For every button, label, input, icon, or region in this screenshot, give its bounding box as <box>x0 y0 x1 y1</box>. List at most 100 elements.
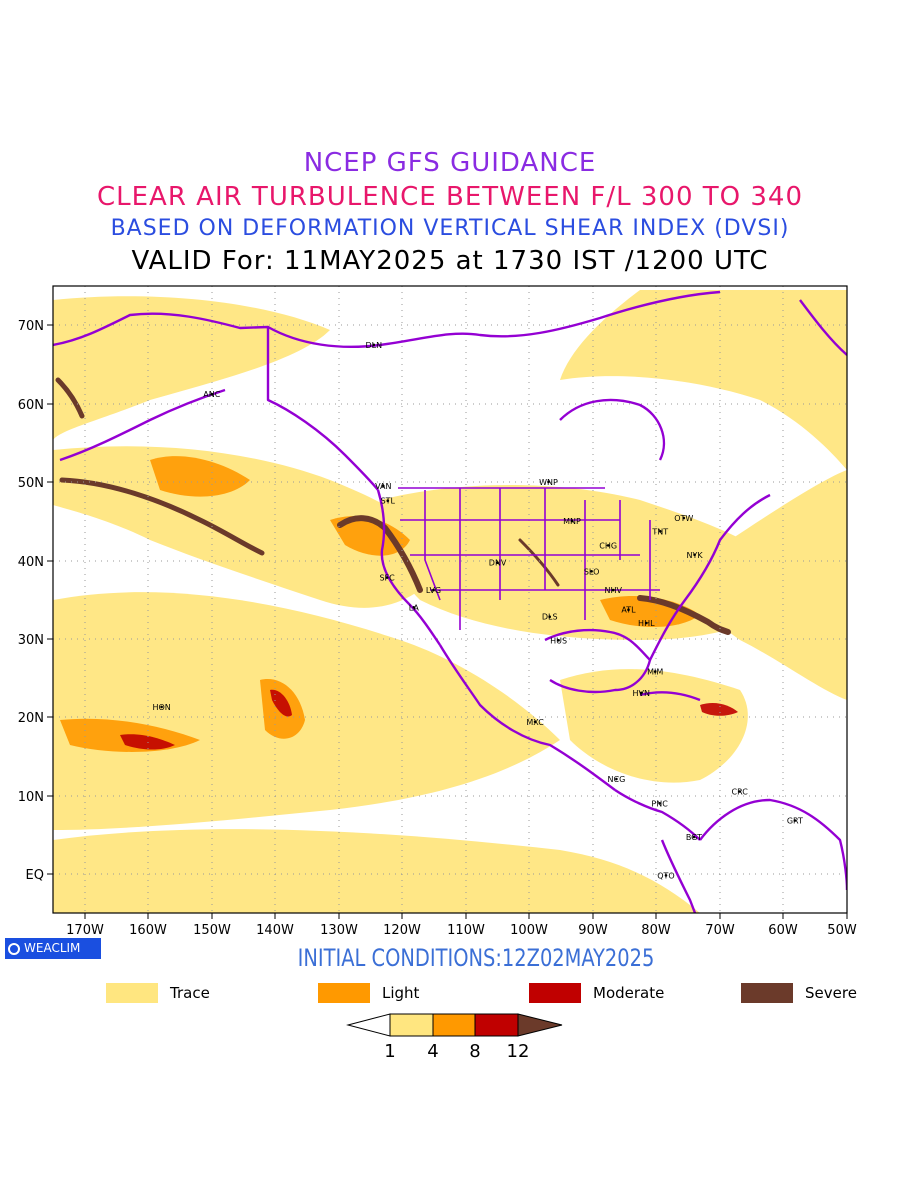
trace-region-conus <box>379 485 800 640</box>
severe-streak-plains <box>518 538 560 587</box>
lat-label: 30N <box>18 633 44 648</box>
coast-aleutians <box>59 388 226 462</box>
station-label-sfc: SFC <box>379 574 395 583</box>
station-marker <box>615 777 618 781</box>
trace-region-canada <box>560 290 847 470</box>
map-frame <box>52 285 848 914</box>
station-label-dln: DLN <box>365 341 382 350</box>
axis-ticks <box>47 324 848 919</box>
station-label-hhl: HHL <box>638 619 655 628</box>
lat-label: 70N <box>18 319 44 334</box>
station-marker <box>664 874 668 877</box>
station-marker <box>382 484 385 488</box>
lon-label: 120W <box>383 923 421 938</box>
station-marker <box>627 608 630 611</box>
station-marker <box>160 705 163 709</box>
station-label-mxc: MXC <box>526 718 544 727</box>
station-label-slo: SLO <box>584 567 600 576</box>
legend-label-moderate: Moderate <box>593 984 665 1002</box>
station-marker <box>548 615 551 618</box>
weaclim-badge: WEACLIM <box>5 938 101 959</box>
lat-label: 20N <box>18 711 44 726</box>
station-marker <box>738 790 741 793</box>
lat-label: 60N <box>18 398 44 413</box>
station-labels: ANC DLN VAN STL WNP MNP OTW TNT CHG NYK DNV SFC LVG S… <box>152 341 803 881</box>
lon-label: 110W <box>447 923 485 938</box>
trace-region-atlantic <box>697 470 847 700</box>
station-label-wnp: WNP <box>539 478 558 487</box>
coast-west-usa <box>376 489 441 646</box>
station-label-nyk: NYK <box>687 551 704 560</box>
coast-arctic <box>267 290 721 348</box>
station-label-anc: ANC <box>203 390 220 399</box>
station-label-otw: OTW <box>674 514 693 523</box>
turbulence-field <box>53 290 847 913</box>
trace-region-gulf <box>560 669 748 783</box>
lon-label: 80W <box>641 923 671 938</box>
legend-label-severe: Severe <box>805 984 857 1002</box>
station-marker <box>412 606 416 609</box>
lat-label: 50N <box>18 476 44 491</box>
station-label-mim: MIM <box>647 668 663 677</box>
severe-streak-aleutians <box>55 377 85 419</box>
station-label-la: LA <box>409 603 420 612</box>
title-method: BASED ON DEFORMATION VERTICAL SHEAR INDE… <box>110 216 790 241</box>
lon-label: 70W <box>705 923 735 938</box>
station-marker <box>372 343 376 347</box>
lat-label: 10N <box>18 790 44 805</box>
light-region-gulf-alaska <box>150 456 250 497</box>
coast-hudson-bay <box>559 398 666 461</box>
station-label-qto: QTO <box>657 871 674 880</box>
station-marker <box>659 530 662 533</box>
title-valid-time: VALID For: 11MAY2025 at 1730 IST /1200 U… <box>131 246 769 276</box>
station-label-dls: DLS <box>542 613 558 622</box>
lon-label: 90W <box>578 923 608 938</box>
lon-label: 100W <box>510 923 548 938</box>
station-marker <box>590 570 593 573</box>
station-label-stl: STL <box>381 497 396 506</box>
lon-label: 160W <box>129 923 167 938</box>
legend-label-trace: Trace <box>170 984 210 1002</box>
trace-region-jet-pacific <box>53 446 450 608</box>
station-label-hus: HUS <box>550 636 567 645</box>
trace-region-subtropics <box>53 592 560 830</box>
station-label-lvg: LVG <box>426 586 441 595</box>
station-marker <box>557 639 560 642</box>
station-marker <box>639 691 643 695</box>
moderate-region-central-pacific <box>270 689 292 717</box>
state-borders <box>398 487 660 630</box>
lon-label: 50W <box>827 923 857 938</box>
trace-region-tropics <box>53 829 700 913</box>
coast-alaska <box>53 312 379 491</box>
lon-label: 60W <box>768 923 798 938</box>
station-label-grt: GRT <box>787 817 803 826</box>
light-region-west-coast <box>330 516 410 556</box>
moderate-region-caribbean <box>700 702 738 716</box>
initial-conditions: INITIAL CONDITIONS:12Z02MAY2025 <box>297 944 655 972</box>
station-marker <box>533 720 537 724</box>
severe-streak-southeast <box>637 595 731 635</box>
station-marker <box>547 480 550 484</box>
lon-label: 170W <box>66 923 104 938</box>
legend-swatch-light <box>318 983 370 1003</box>
coast-florida-east <box>648 493 771 661</box>
weaclim-label: WEACLIM <box>24 941 81 955</box>
station-marker <box>210 392 214 396</box>
latitude-labels: 70N 60N 50N 40N 30N 20N 10N EQ <box>18 319 44 883</box>
lat-label: EQ <box>26 868 44 883</box>
station-label-hvn: HVN <box>632 689 649 698</box>
station-label-bgt: BGT <box>686 833 702 842</box>
legend-swatch-severe <box>741 983 793 1003</box>
station-label-tnt: TNT <box>651 527 668 536</box>
station-label-mnp: MNP <box>563 517 581 526</box>
station-label-chg: CHG <box>599 541 617 550</box>
lat-label: 40N <box>18 555 44 570</box>
coast-greenland <box>799 299 847 356</box>
graticule <box>53 286 847 913</box>
title-model: NCEP GFS GUIDANCE <box>303 148 597 178</box>
station-marker <box>693 553 696 557</box>
station-marker <box>793 819 797 822</box>
moderate-region-hawaii <box>120 734 175 750</box>
station-label-pnc: PNC <box>651 799 668 808</box>
legend-swatch-moderate <box>529 983 581 1003</box>
